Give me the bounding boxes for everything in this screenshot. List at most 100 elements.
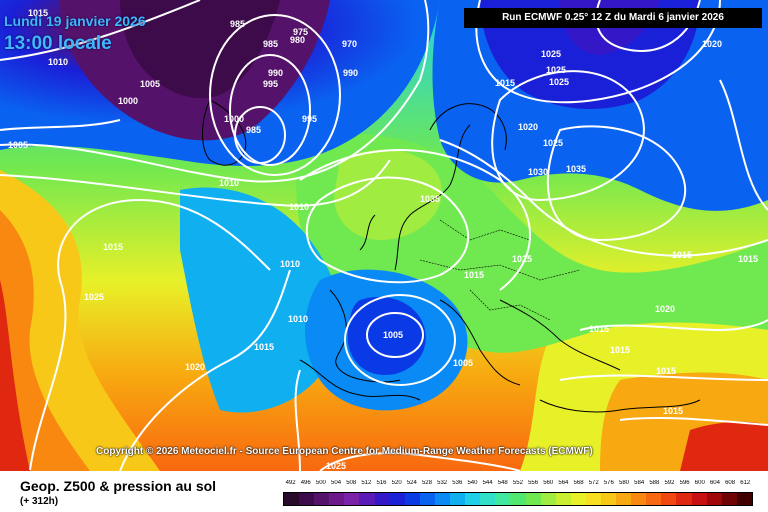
isobar-label: 970: [342, 39, 357, 49]
isobar-label: 1010: [48, 57, 68, 67]
scale-swatch: [480, 493, 496, 505]
scale-label: 576: [603, 480, 614, 486]
forecast-map: 985 980 975 985 990 995 990 995 970 985 …: [0, 0, 768, 471]
scale-label: 540: [467, 480, 478, 486]
isobar-label: 1015: [738, 254, 758, 264]
scale-swatch: [434, 493, 451, 505]
scale-swatch: [344, 493, 360, 505]
run-info: Run ECMWF 0.25° 12 Z du Mardi 6 janvier …: [464, 8, 762, 28]
isobar-label: 1025: [512, 254, 532, 264]
isobar-label: 1025: [549, 77, 569, 87]
isobar-label: 1005: [453, 358, 473, 368]
scale-label: 520: [391, 480, 402, 486]
scale-swatch: [374, 493, 390, 505]
scale-swatch: [661, 493, 677, 505]
scale-label: 608: [725, 480, 736, 486]
scale-swatch: [465, 493, 481, 505]
scale-label: 588: [649, 480, 660, 486]
isobar-label: 1005: [140, 79, 160, 89]
scale-label: 544: [482, 480, 493, 486]
isobar-label: 1015: [28, 8, 48, 18]
map-title: Geop. Z500 & pression au sol: [20, 478, 217, 494]
isobar-lines: [0, 0, 768, 471]
scale-label: 512: [361, 480, 372, 486]
hot-core-east: [680, 421, 768, 471]
scale-swatch: [736, 493, 752, 505]
scale-label: 556: [528, 480, 539, 486]
isobar-label: 980: [290, 35, 305, 45]
isobar-label: 1015: [656, 366, 676, 376]
isobar-label: 1005: [383, 330, 403, 340]
scale-labels: 492 496 500 504 508 512 516 520 524 528 532 536 540 5…: [283, 480, 753, 490]
scale-swatch: [329, 493, 345, 505]
scale-swatch: [404, 493, 420, 505]
isobar-label: 1020: [655, 304, 675, 314]
isobar-label: 1000: [224, 114, 244, 124]
coastlines: [202, 99, 701, 413]
cyan-atlantic: [180, 187, 341, 413]
isobar-label: 1005: [8, 140, 28, 150]
scale-swatch: [510, 493, 526, 505]
isobar-label: 985: [230, 19, 245, 29]
scale-swatch: [585, 493, 601, 505]
scale-swatch: [284, 493, 300, 505]
scale-swatch: [600, 493, 617, 505]
scale-label: 592: [664, 480, 675, 486]
isobar-label: 1010: [219, 178, 239, 188]
scale-swatch: [721, 493, 737, 505]
isobar-label: 985: [246, 125, 261, 135]
isobar-label: 1015: [464, 270, 484, 280]
scale-label: 584: [634, 480, 645, 486]
color-scale: [283, 492, 753, 506]
isobar-label: 1035: [420, 194, 440, 204]
isobar-label: 1020: [518, 122, 538, 132]
isobar-label: 1015: [589, 324, 609, 334]
isobar-labels: 985 980 975 985 990 995 990 995 970 985 …: [8, 8, 758, 471]
scale-swatch: [676, 493, 692, 505]
isobar-label: 1025: [541, 49, 561, 59]
scale-swatch: [555, 493, 571, 505]
isobar-label: 1015: [254, 342, 274, 352]
borders: [419, 219, 581, 321]
scale-label: 600: [694, 480, 705, 486]
scale-label: 612: [740, 480, 751, 486]
isobar-label: 985: [263, 39, 278, 49]
isobar-label: 1010: [280, 259, 300, 269]
isobar-label: 1020: [702, 39, 722, 49]
scale-swatch: [525, 493, 541, 505]
isobar-label: 1010: [289, 202, 309, 212]
scale-label: 492: [285, 480, 296, 486]
isobar-label: 1015: [672, 250, 692, 260]
legend-panel: Geop. Z500 & pression au sol (+ 312h) 49…: [0, 471, 768, 512]
isobar-label: 975: [293, 27, 308, 37]
copyright: Copyright © 2026 Meteociel.fr - Source E…: [96, 446, 593, 457]
scale-swatch: [691, 493, 707, 505]
scale-swatch: [299, 493, 315, 505]
scale-swatch: [419, 493, 435, 505]
scale-swatch: [359, 493, 375, 505]
scale-swatch: [706, 493, 722, 505]
isobar-label: 1030: [528, 167, 548, 177]
scale-label: 560: [543, 480, 554, 486]
forecast-time: 13:00 locale: [4, 33, 112, 54]
scale-label: 500: [315, 480, 326, 486]
scale-label: 532: [437, 480, 448, 486]
hot-zone-west: [0, 210, 90, 471]
isobar-label: 1020: [185, 362, 205, 372]
isobar-label: 1025: [546, 65, 566, 75]
scale-swatch: [631, 493, 647, 505]
scale-label: 580: [619, 480, 630, 486]
scale-label: 528: [421, 480, 432, 486]
isobar-label: 995: [302, 114, 317, 124]
scale-swatch: [616, 493, 632, 505]
isobar-label: 1015: [103, 242, 123, 252]
isobar-label: 1025: [543, 138, 563, 148]
isobar-label: 1015: [495, 78, 515, 88]
north-sea-green: [334, 149, 442, 240]
scale-label: 548: [497, 480, 508, 486]
isobar-label: 1025: [326, 461, 346, 471]
scale-label: 508: [346, 480, 357, 486]
scale-swatch: [495, 493, 511, 505]
scale-swatch: [314, 493, 330, 505]
hot-core-west: [0, 280, 30, 471]
